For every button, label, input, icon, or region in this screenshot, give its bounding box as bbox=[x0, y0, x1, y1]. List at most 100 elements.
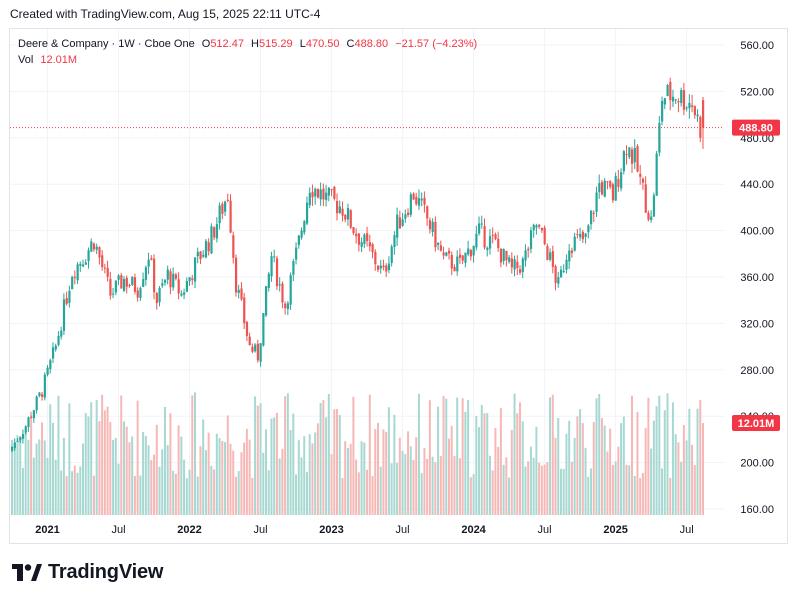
symbol-label[interactable]: Deere & Company · 1W · Cboe One bbox=[18, 38, 195, 50]
candle bbox=[497, 231, 500, 252]
candle bbox=[401, 212, 404, 227]
candle-body bbox=[210, 226, 213, 254]
last-price-badge-text: 488.80 bbox=[739, 123, 773, 135]
candle bbox=[628, 146, 631, 160]
candle-body bbox=[112, 293, 115, 295]
volume-bar bbox=[35, 443, 38, 515]
candle bbox=[180, 290, 183, 297]
x-tick-label: 2021 bbox=[35, 524, 59, 536]
candle-body bbox=[467, 248, 470, 255]
candle bbox=[505, 250, 508, 267]
volume-bar bbox=[527, 461, 530, 515]
candle-body bbox=[505, 251, 508, 261]
volume-bar bbox=[73, 465, 76, 515]
volume-bar bbox=[305, 472, 308, 515]
volume-bar bbox=[603, 425, 606, 515]
candle bbox=[346, 203, 350, 226]
volume-bar bbox=[256, 405, 259, 515]
candle bbox=[338, 200, 341, 214]
candle bbox=[292, 258, 295, 281]
candle-body bbox=[398, 217, 402, 229]
candle bbox=[144, 265, 148, 286]
volume-bar bbox=[243, 442, 246, 515]
candle-body bbox=[128, 285, 131, 287]
volume-bar bbox=[49, 404, 52, 515]
candle-body bbox=[519, 269, 522, 273]
candle-body bbox=[305, 202, 309, 224]
volume-bar bbox=[136, 400, 139, 515]
candle bbox=[655, 151, 658, 196]
candle bbox=[666, 84, 669, 97]
candle bbox=[122, 276, 126, 293]
candle-body bbox=[27, 417, 30, 427]
tradingview-logo[interactable]: TradingView bbox=[12, 561, 163, 584]
candle-body bbox=[663, 98, 666, 105]
candle-body bbox=[647, 212, 650, 220]
volume-bar bbox=[281, 448, 284, 515]
candle-body bbox=[284, 303, 287, 309]
candle-body bbox=[319, 189, 322, 200]
candle-body bbox=[49, 360, 52, 370]
candle bbox=[677, 98, 680, 113]
candle-body bbox=[338, 206, 341, 214]
candle-body bbox=[464, 252, 467, 263]
candle-body bbox=[543, 227, 546, 245]
candle bbox=[112, 287, 115, 299]
candle bbox=[62, 293, 66, 335]
candle bbox=[467, 240, 470, 257]
candle-body bbox=[267, 273, 270, 289]
volume-bar bbox=[669, 478, 672, 515]
candle bbox=[131, 276, 134, 287]
volume-bar bbox=[415, 437, 418, 515]
volume-bar bbox=[540, 465, 543, 515]
volume-bar bbox=[609, 428, 612, 515]
candle bbox=[693, 105, 697, 119]
candle-body bbox=[341, 208, 344, 216]
volume-bar bbox=[385, 432, 388, 515]
volume-bar bbox=[319, 403, 322, 515]
candle bbox=[423, 191, 426, 213]
candle bbox=[101, 250, 104, 271]
candle-body bbox=[573, 236, 576, 251]
candle-body bbox=[581, 231, 585, 240]
volume-bar bbox=[382, 429, 385, 515]
candle-body bbox=[439, 245, 443, 251]
candle bbox=[652, 192, 656, 218]
candle-body bbox=[226, 199, 229, 201]
candle-body bbox=[87, 250, 90, 262]
volume-bar bbox=[199, 446, 202, 515]
candle-body bbox=[308, 192, 311, 206]
candle-body bbox=[344, 214, 347, 220]
candle bbox=[696, 109, 699, 122]
candle bbox=[437, 242, 440, 251]
volume-bar bbox=[398, 437, 401, 515]
candle bbox=[685, 106, 688, 112]
candle bbox=[609, 180, 612, 190]
candle-body bbox=[275, 258, 279, 287]
volume-bar bbox=[641, 472, 644, 515]
candle bbox=[426, 205, 429, 226]
candle-body bbox=[122, 279, 126, 291]
candle-body bbox=[183, 292, 186, 295]
volume-label[interactable]: Vol bbox=[18, 54, 34, 66]
volume-bar bbox=[240, 452, 243, 515]
candle-body bbox=[35, 396, 38, 411]
candle bbox=[336, 193, 339, 221]
volume-bar bbox=[191, 395, 194, 515]
candle-body bbox=[327, 187, 331, 196]
candle bbox=[368, 234, 371, 252]
volume-bar bbox=[84, 413, 87, 515]
candle-body bbox=[535, 225, 538, 228]
volume-bar bbox=[150, 460, 153, 515]
volume-bar bbox=[647, 397, 650, 515]
open-value: 512.47 bbox=[210, 38, 244, 50]
candle-body bbox=[551, 251, 554, 267]
volume-bar bbox=[543, 464, 546, 515]
candle bbox=[79, 261, 82, 272]
candle bbox=[27, 416, 30, 432]
candle-body bbox=[95, 246, 98, 250]
candle-body bbox=[237, 289, 240, 293]
candle-body bbox=[54, 345, 57, 350]
candle-body bbox=[349, 210, 352, 228]
